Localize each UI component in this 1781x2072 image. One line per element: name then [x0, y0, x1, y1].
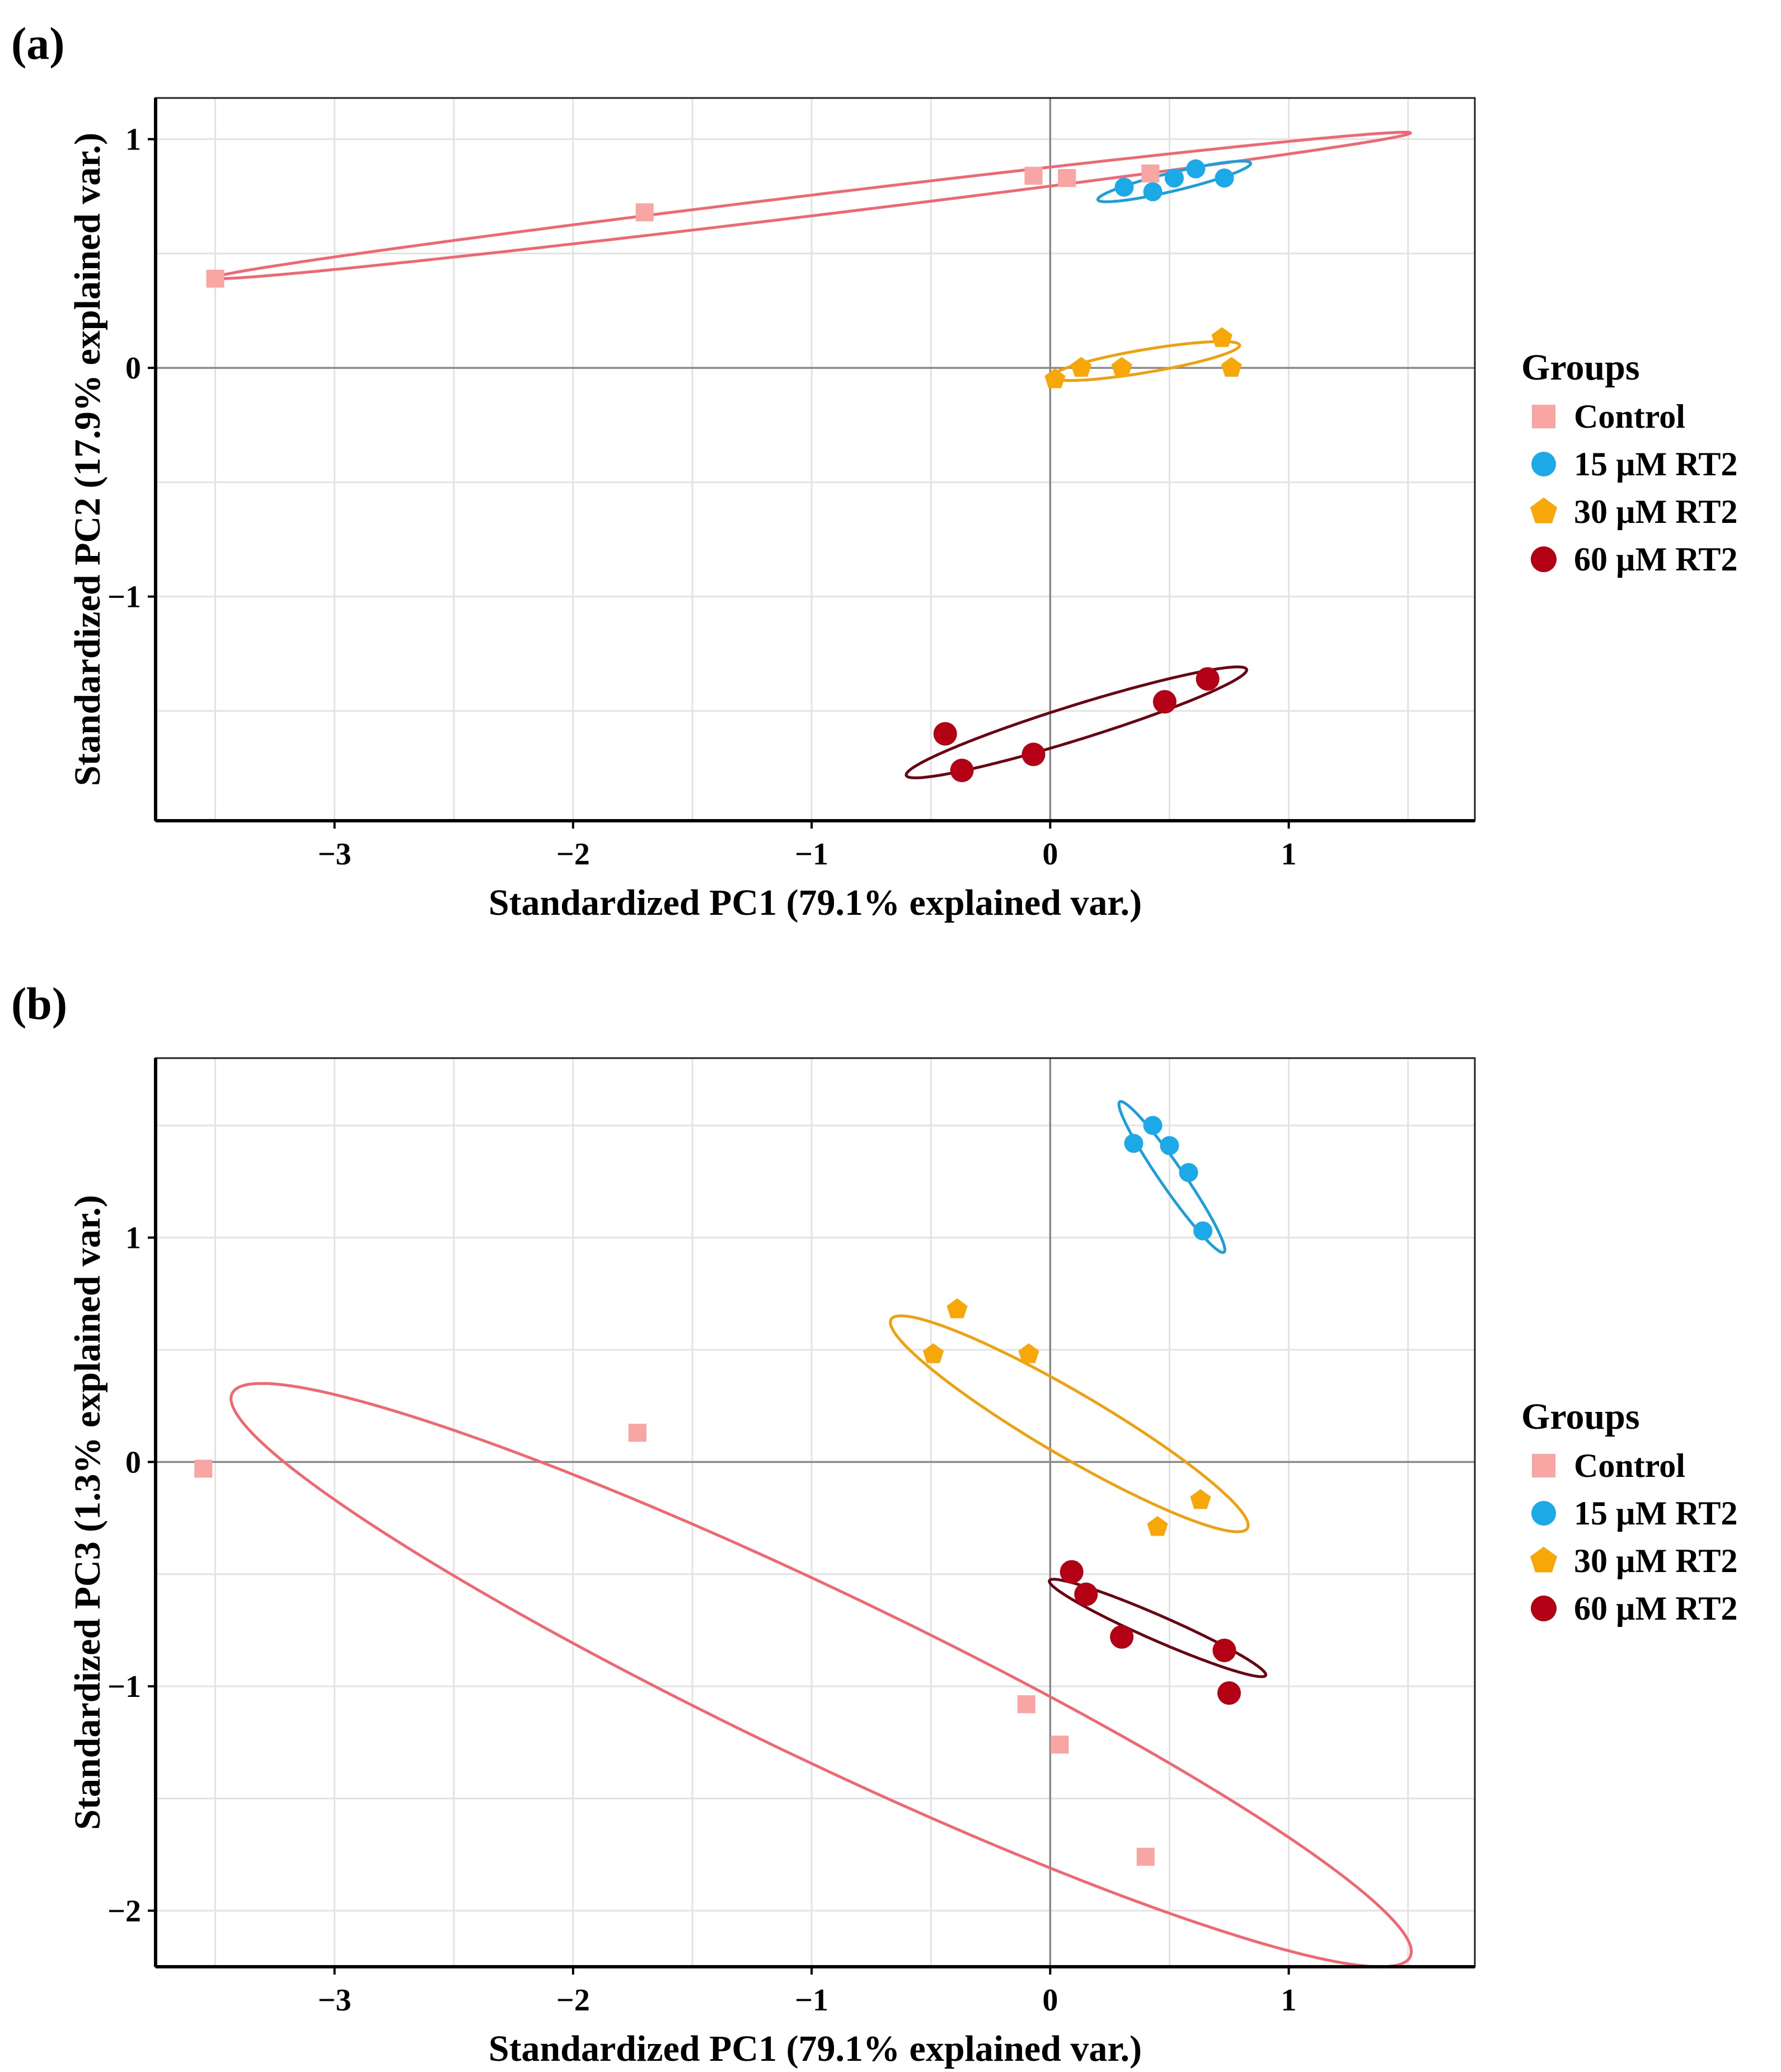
legend-marker-control [1532, 1454, 1555, 1477]
plot-frame [154, 97, 1476, 822]
point-30-um-rt2 [922, 1343, 944, 1363]
legend-marker-60-um-rt2 [1531, 1596, 1557, 1621]
y-tick-label: 0 [125, 1445, 141, 1480]
point-15-um-rt2 [1160, 1136, 1179, 1156]
point-60-um-rt2 [1217, 1681, 1241, 1705]
x-tick-label: 0 [1042, 1983, 1058, 2018]
point-control [1017, 1695, 1035, 1714]
point-15-um-rt2 [1193, 1221, 1213, 1241]
point-60-um-rt2 [1074, 1582, 1098, 1606]
legend-label-15-um-rt2: 15 µM RT2 [1574, 1495, 1737, 1532]
x-tick-label: −2 [556, 1983, 590, 2018]
panel-label: (a) [11, 18, 65, 69]
panel-b: (b) −3 −2 −1 0 1 −2 −1 0 1 Standardized PC1 (79.1%… [11, 978, 1737, 2069]
y-tick-label: −1 [107, 580, 141, 615]
ellipse-15-um-rt2 [1117, 1100, 1226, 1254]
point-control [635, 203, 654, 222]
legend-marker-60-um-rt2 [1531, 546, 1557, 572]
x-tick-label: −2 [556, 837, 590, 872]
legend-label-30-um-rt2: 30 µM RT2 [1574, 493, 1737, 530]
point-control [194, 1460, 213, 1478]
panel-label: (b) [11, 978, 67, 1029]
y-tick-label: 0 [125, 351, 141, 386]
legend-marker-control [1532, 405, 1555, 428]
y-axis-title: Standardized PC3 (1.3% explained var.) [67, 1195, 108, 1830]
point-control [1024, 166, 1043, 185]
point-control [206, 269, 224, 288]
x-axis-title: Standardized PC1 (79.1% explained var.) [489, 2028, 1142, 2069]
x-tick-label: 1 [1281, 1983, 1297, 2018]
x-tick-label: 1 [1281, 837, 1297, 872]
point-15-um-rt2 [1179, 1163, 1198, 1182]
point-15-um-rt2 [1186, 159, 1206, 179]
point-15-um-rt2 [1164, 168, 1184, 188]
point-15-um-rt2 [1114, 177, 1134, 197]
point-60-um-rt2 [1152, 690, 1177, 714]
point-control [1141, 164, 1160, 183]
legend-label-60-um-rt2: 60 µM RT2 [1574, 541, 1737, 578]
point-15-um-rt2 [1215, 168, 1234, 188]
point-30-um-rt2 [1044, 368, 1066, 389]
point-30-um-rt2 [1190, 1489, 1211, 1509]
legend-marker-30-um-rt2 [1530, 1546, 1558, 1573]
point-30-um-rt2 [946, 1298, 968, 1318]
point-control [628, 1424, 646, 1442]
x-axis-title: Standardized PC1 (79.1% explained var.) [489, 882, 1142, 923]
x-tick-label: −3 [318, 1983, 351, 2018]
point-30-um-rt2 [1147, 1516, 1168, 1536]
ellipse-30-um-rt2 [889, 1314, 1250, 1533]
x-tick-label: −3 [318, 837, 351, 872]
legend: Groups Control 15 µM RT2 30 µM RT2 60 µM RT2 [1521, 347, 1737, 578]
point-30-um-rt2 [1221, 357, 1242, 377]
point-30-um-rt2 [1018, 1343, 1039, 1363]
point-control [1058, 169, 1076, 187]
legend: Groups Control 15 µM RT2 30 µM RT2 60 µM RT2 [1521, 1396, 1737, 1627]
legend-title: Groups [1521, 1396, 1640, 1437]
point-60-um-rt2 [1212, 1638, 1236, 1662]
ellipse-control [229, 1382, 1413, 1968]
legend-label-30-um-rt2: 30 µM RT2 [1574, 1542, 1737, 1579]
point-15-um-rt2 [1124, 1134, 1143, 1153]
point-60-um-rt2 [950, 759, 974, 783]
y-tick-label: −1 [107, 1669, 141, 1704]
y-tick-label: 1 [125, 1221, 141, 1256]
point-control [1136, 1848, 1155, 1866]
x-tick-label: −1 [795, 1983, 828, 2018]
y-axis-title: Standardized PC2 (17.9% explained var.) [67, 133, 108, 786]
y-tick-label: 1 [125, 123, 141, 157]
grid [156, 98, 1475, 821]
legend-label-60-um-rt2: 60 µM RT2 [1574, 1590, 1737, 1627]
legend-marker-15-um-rt2 [1531, 1501, 1556, 1526]
point-15-um-rt2 [1143, 1116, 1163, 1135]
point-60-um-rt2 [1110, 1625, 1134, 1649]
legend-marker-30-um-rt2 [1530, 497, 1558, 523]
point-15-um-rt2 [1143, 182, 1163, 202]
panel-a: (a) −3 −2 −1 0 1 −1 0 1 Standardized PC1 (79.1% e… [11, 18, 1737, 923]
point-30-um-rt2 [1111, 357, 1132, 377]
point-30-um-rt2 [1071, 357, 1092, 377]
point-30-um-rt2 [1211, 327, 1232, 347]
legend-label-control: Control [1574, 398, 1685, 435]
ellipse-15-um-rt2 [1096, 160, 1252, 203]
point-60-um-rt2 [1060, 1560, 1084, 1584]
point-60-um-rt2 [933, 722, 957, 746]
y-tick-label: −2 [107, 1894, 141, 1929]
legend-title: Groups [1521, 347, 1640, 388]
point-60-um-rt2 [1196, 667, 1220, 691]
x-tick-label: 0 [1042, 837, 1058, 872]
x-tick-label: −1 [795, 837, 828, 872]
legend-marker-15-um-rt2 [1531, 452, 1556, 476]
legend-label-control: Control [1574, 1447, 1685, 1484]
legend-label-15-um-rt2: 15 µM RT2 [1574, 446, 1737, 483]
point-control [1051, 1736, 1069, 1754]
point-60-um-rt2 [1021, 742, 1046, 766]
